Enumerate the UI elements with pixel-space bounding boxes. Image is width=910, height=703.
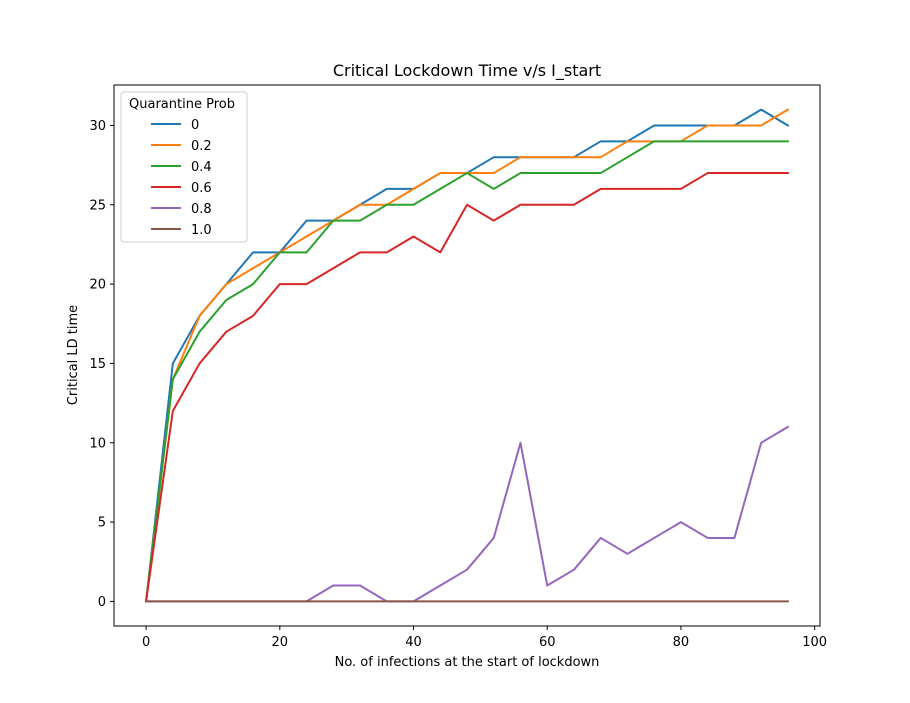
x-tick-label: 0 <box>142 635 150 650</box>
y-tick-label: 25 <box>89 198 106 213</box>
legend-title: Quarantine Prob <box>129 97 235 112</box>
legend-label: 0.6 <box>191 181 212 196</box>
legend-label: 1.0 <box>191 223 212 238</box>
legend-label: 0 <box>191 118 199 133</box>
legend-box <box>120 91 248 243</box>
y-axis-ticks: 0 5 10 15 20 25 30 <box>89 119 114 610</box>
series-line-2 <box>144 140 789 603</box>
x-axis-label: No. of infections at the start of lockdo… <box>335 655 600 670</box>
x-axis-ticks: 0 20 40 60 80 100 <box>142 626 827 650</box>
plot-lines <box>144 108 790 603</box>
y-tick-label: 10 <box>89 436 106 451</box>
chart-title: Critical Lockdown Time v/s I_start <box>333 61 601 81</box>
series-line-3 <box>144 172 789 603</box>
x-tick-label: 80 <box>673 635 690 650</box>
axes-frame <box>113 84 821 627</box>
x-tick-label: 40 <box>405 635 422 650</box>
y-tick-label: 5 <box>98 516 106 531</box>
x-tick-label: 100 <box>802 635 827 650</box>
x-tick-label: 20 <box>272 635 289 650</box>
legend-entries: 0 0.2 0.4 0.6 0.8 1.0 <box>151 118 212 238</box>
legend-label: 0.2 <box>191 139 212 154</box>
legend-label: 0.8 <box>191 202 212 217</box>
y-tick-label: 0 <box>98 595 106 610</box>
x-tick-label: 60 <box>539 635 556 650</box>
y-tick-label: 20 <box>89 278 106 293</box>
y-tick-label: 30 <box>89 119 106 134</box>
y-tick-label: 15 <box>89 357 106 372</box>
y-axis-label: Critical LD time <box>66 305 81 405</box>
legend-label: 0.4 <box>191 160 212 175</box>
legend: Quarantine Prob 0 0.2 0.4 0.6 0.8 1.0 <box>120 91 248 243</box>
